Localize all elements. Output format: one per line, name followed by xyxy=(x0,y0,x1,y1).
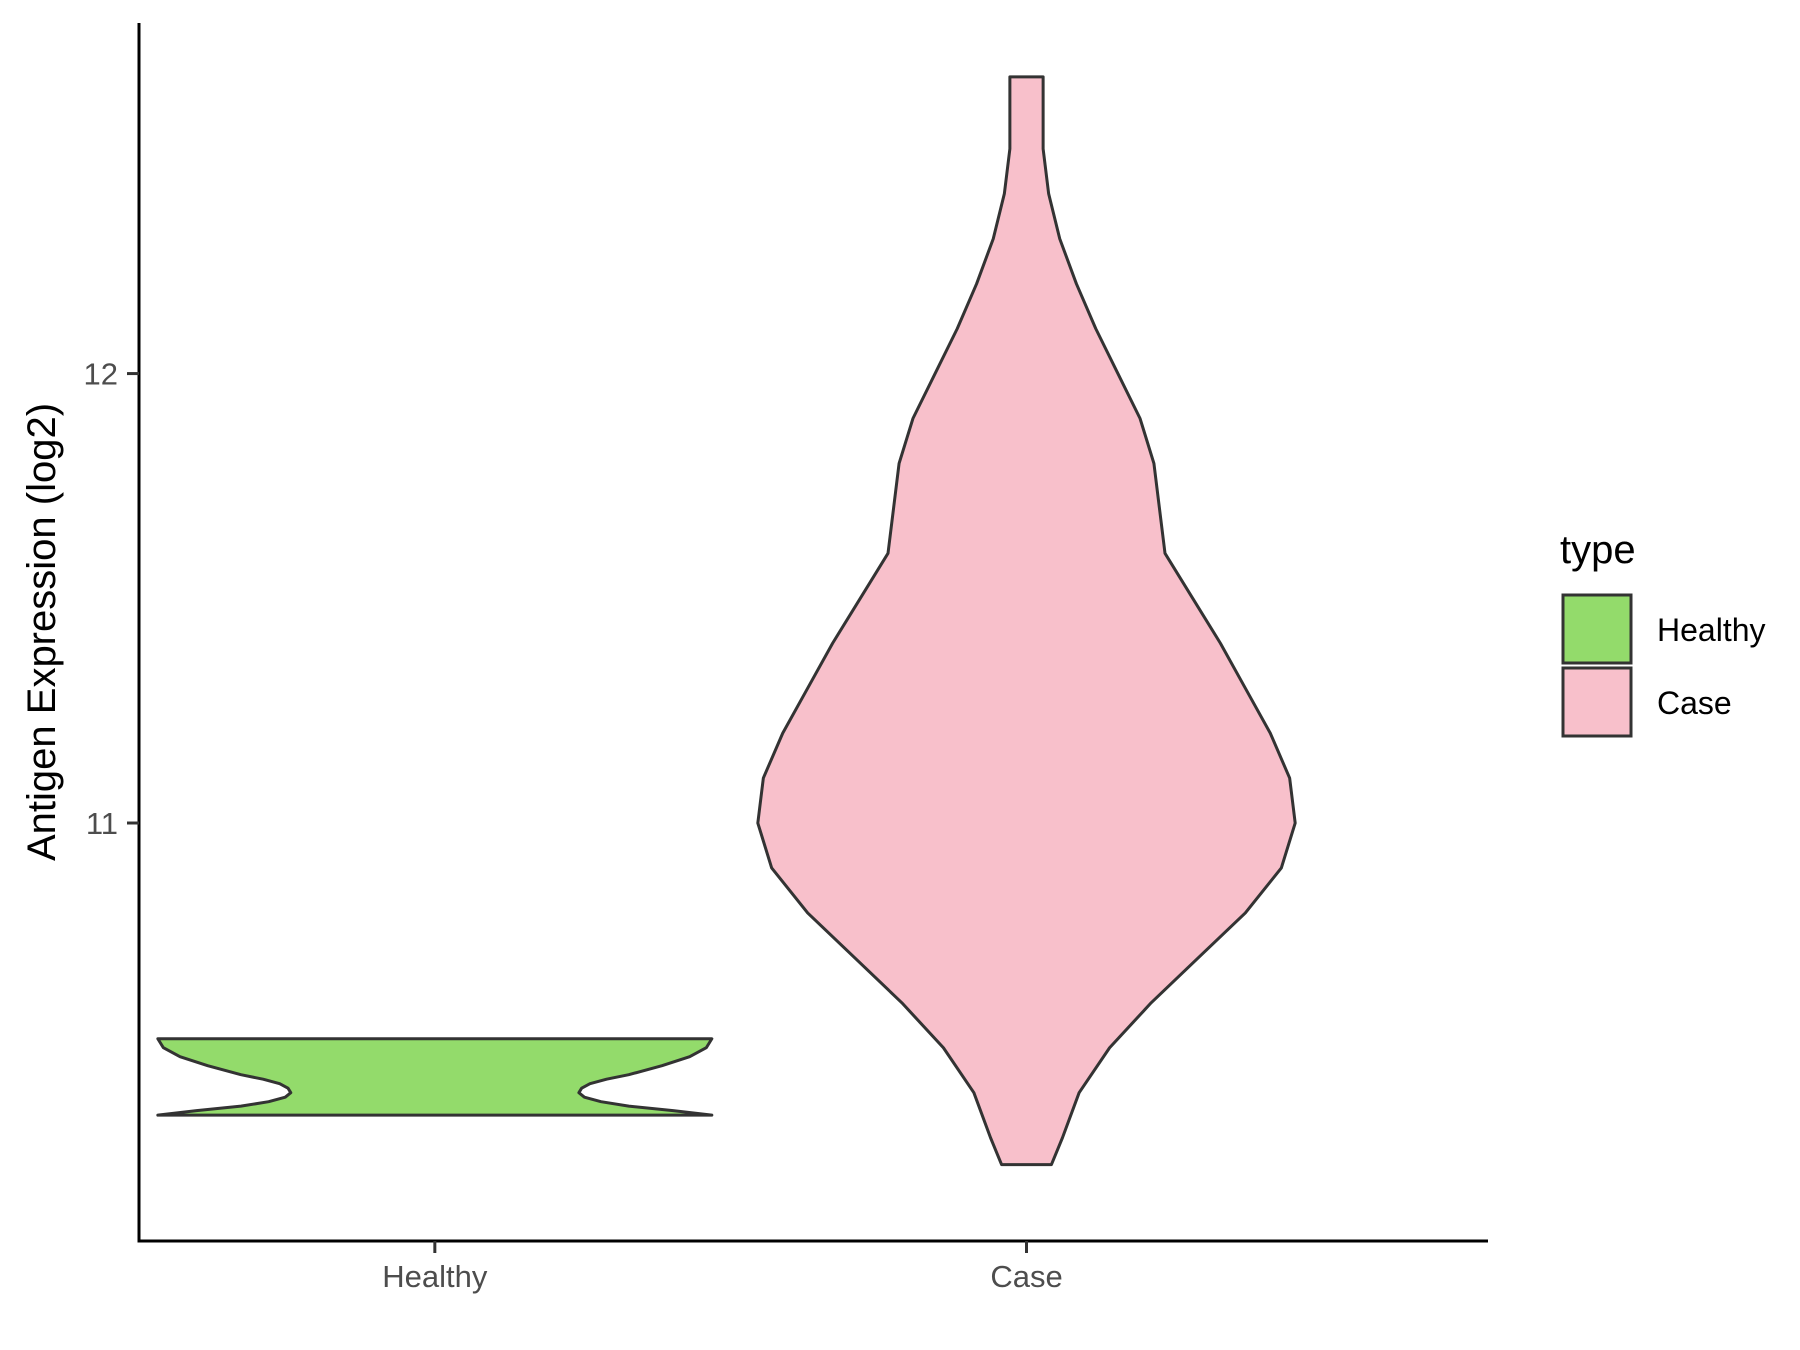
x-tick-label-case: Case xyxy=(990,1259,1062,1294)
x-tick-label-healthy: Healthy xyxy=(382,1259,488,1294)
legend-key-healthy xyxy=(1561,593,1633,665)
legend: type Healthy Case xyxy=(1560,528,1766,738)
legend-label-healthy: Healthy xyxy=(1657,612,1766,648)
y-axis-title: Antigen Expression (log2) xyxy=(20,403,64,861)
legend-label-case: Case xyxy=(1657,685,1732,721)
y-tick-label-12: 12 xyxy=(84,357,118,392)
legend-title: type xyxy=(1560,528,1636,572)
violin-healthy xyxy=(156,1037,714,1117)
legend-key-case xyxy=(1561,666,1633,738)
violin-case xyxy=(756,75,1297,1167)
x-ticks: Healthy Case xyxy=(382,1241,1063,1294)
violins-layer xyxy=(156,75,1297,1167)
y-tick-label-11: 11 xyxy=(86,806,118,841)
y-ticks: 11 12 xyxy=(84,357,139,841)
